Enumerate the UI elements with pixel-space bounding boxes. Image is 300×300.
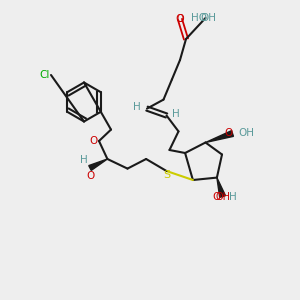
Text: OH: OH <box>215 191 230 202</box>
Text: H: H <box>172 109 180 119</box>
Polygon shape <box>217 178 226 197</box>
Text: O: O <box>213 191 221 202</box>
Text: HO: HO <box>191 13 207 23</box>
Text: H: H <box>229 191 236 202</box>
Text: Cl: Cl <box>39 70 50 80</box>
Text: OH: OH <box>238 128 254 139</box>
Text: H: H <box>80 155 88 165</box>
Text: O: O <box>86 171 95 181</box>
Text: O: O <box>176 14 184 25</box>
Text: H: H <box>133 102 140 112</box>
Polygon shape <box>206 131 233 142</box>
Text: O: O <box>224 128 232 139</box>
Text: O: O <box>89 136 98 146</box>
Text: O: O <box>176 14 184 25</box>
Text: S: S <box>163 170 170 181</box>
Text: OH: OH <box>200 13 216 23</box>
Polygon shape <box>89 159 107 170</box>
